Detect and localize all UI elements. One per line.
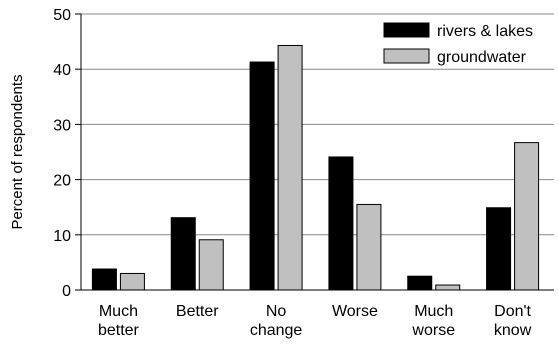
- bars: [91, 44, 540, 291]
- legend-swatch-rivers-lakes: [383, 22, 430, 38]
- x-category-label: Better: [176, 303, 219, 320]
- x-category-label: Much: [414, 303, 453, 320]
- bar-rivers-lakes: [486, 207, 512, 291]
- bar-rivers-lakes: [91, 268, 117, 291]
- legend-swatch-groundwater: [383, 48, 430, 64]
- bar-groundwater: [277, 44, 303, 291]
- bar-groundwater: [198, 239, 224, 291]
- x-category-label: better: [98, 322, 140, 339]
- y-tick-label: 0: [62, 283, 71, 300]
- x-category-label: worse: [411, 322, 455, 339]
- bar-rivers-lakes: [328, 156, 354, 291]
- bar-rivers-lakes: [170, 217, 196, 291]
- legend-label-rivers-lakes: rivers & lakes: [437, 23, 533, 40]
- y-tick-label: 20: [53, 173, 71, 190]
- legend-label-groundwater: groundwater: [437, 49, 527, 66]
- bar-groundwater: [356, 203, 382, 291]
- bar-rivers-lakes: [249, 61, 275, 291]
- x-categories: Much better Better No change Worse Much worse Do…: [98, 303, 532, 339]
- bar-groundwater: [514, 142, 540, 291]
- y-axis-label: Percent of respondents: [9, 74, 26, 229]
- x-category-label: No: [266, 303, 287, 320]
- x-category-label: Worse: [332, 303, 378, 320]
- y-tick-label: 50: [53, 7, 71, 24]
- y-tick-label: 10: [53, 228, 71, 245]
- bar-groundwater: [119, 272, 145, 291]
- gridlines: [81, 13, 554, 236]
- bar-groundwater: [435, 284, 461, 291]
- x-category-label: know: [494, 322, 532, 339]
- axes: [80, 14, 554, 291]
- x-category-label: Don't: [494, 303, 531, 320]
- bar-rivers-lakes: [407, 275, 433, 291]
- x-category-label: change: [250, 322, 303, 339]
- legend: rivers & lakes groundwater: [383, 22, 533, 66]
- x-category-label: Much: [99, 303, 138, 320]
- y-tick-label: 30: [53, 117, 71, 134]
- y-ticks: 0 10 20 30 40 50: [53, 7, 81, 300]
- y-tick-label: 40: [53, 62, 71, 79]
